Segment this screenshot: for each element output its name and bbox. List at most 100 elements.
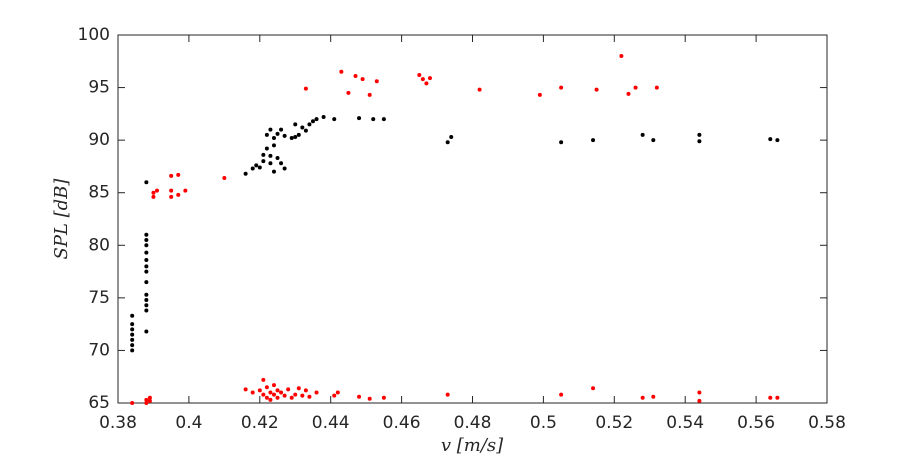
point: [594, 87, 599, 92]
point: [261, 159, 266, 164]
point: [264, 146, 269, 151]
point: [130, 332, 135, 337]
point: [147, 395, 152, 400]
point: [697, 398, 702, 403]
x-tick-label: 0.54: [666, 413, 704, 433]
point: [130, 343, 135, 348]
point: [271, 383, 276, 388]
point: [261, 377, 266, 382]
point: [268, 390, 273, 395]
x-tick-label: 0.42: [241, 413, 279, 433]
point: [264, 132, 269, 137]
point: [144, 308, 149, 313]
point: [144, 303, 149, 308]
x-tick-label: 0.44: [312, 413, 350, 433]
y-tick-label: 65: [88, 393, 110, 413]
point: [367, 92, 372, 97]
point: [417, 72, 422, 77]
point: [169, 194, 174, 199]
point: [144, 238, 149, 243]
point: [591, 386, 596, 391]
point: [130, 313, 135, 318]
point: [286, 387, 291, 392]
point: [243, 171, 248, 176]
point: [183, 188, 188, 193]
point: [314, 390, 319, 395]
point: [332, 393, 337, 398]
point: [293, 122, 298, 127]
point: [243, 387, 248, 392]
point: [147, 398, 152, 403]
x-tick-label: 0.52: [595, 413, 633, 433]
point: [130, 348, 135, 353]
x-tick-label: 0.56: [737, 413, 775, 433]
point: [559, 85, 564, 90]
point: [279, 390, 284, 395]
point: [279, 127, 284, 132]
point: [697, 390, 702, 395]
point: [130, 327, 135, 332]
point: [250, 166, 255, 171]
point: [271, 136, 276, 141]
point: [144, 292, 149, 297]
point: [339, 69, 344, 74]
y-tick-label: 90: [88, 130, 110, 150]
point: [282, 393, 287, 398]
point: [144, 401, 149, 405]
point: [335, 390, 340, 395]
point: [222, 175, 227, 180]
point: [420, 77, 425, 82]
point: [144, 232, 149, 237]
point: [381, 395, 386, 400]
point: [130, 322, 135, 327]
x-tick-label: 0.5: [530, 413, 557, 433]
point: [654, 85, 659, 90]
point: [293, 392, 298, 397]
y-tick-label: 95: [88, 78, 110, 98]
x-axis-label: v [m/s]: [441, 435, 504, 456]
point: [271, 143, 276, 148]
point: [144, 329, 149, 334]
point: [775, 138, 780, 143]
point: [268, 153, 273, 158]
point: [477, 87, 482, 92]
point: [300, 125, 305, 130]
point: [381, 117, 386, 122]
point: [371, 117, 376, 122]
y-tick-label: 80: [88, 235, 110, 255]
point: [332, 117, 337, 122]
point: [144, 269, 149, 274]
point: [697, 139, 702, 144]
point: [314, 117, 319, 122]
point: [250, 390, 255, 395]
point: [640, 132, 645, 137]
point: [144, 243, 149, 248]
point: [154, 188, 159, 193]
point: [307, 122, 312, 127]
point: [293, 134, 298, 139]
point: [591, 138, 596, 143]
point: [268, 161, 273, 166]
y-tick-label: 85: [88, 183, 110, 203]
x-tick-label: 0.48: [454, 413, 492, 433]
y-tick-label: 100: [78, 25, 110, 45]
point: [445, 140, 450, 145]
point: [151, 194, 156, 199]
point: [310, 119, 315, 124]
point: [144, 297, 149, 302]
point: [275, 156, 280, 161]
point: [279, 161, 284, 166]
point: [346, 90, 351, 95]
y-tick-label: 70: [88, 340, 110, 360]
point: [282, 133, 287, 138]
point: [303, 86, 308, 91]
point: [768, 137, 773, 142]
point: [264, 395, 269, 400]
point: [130, 401, 135, 405]
point: [360, 77, 365, 82]
point: [257, 165, 262, 170]
point: [374, 79, 379, 84]
point: [296, 132, 301, 137]
point: [424, 81, 429, 86]
